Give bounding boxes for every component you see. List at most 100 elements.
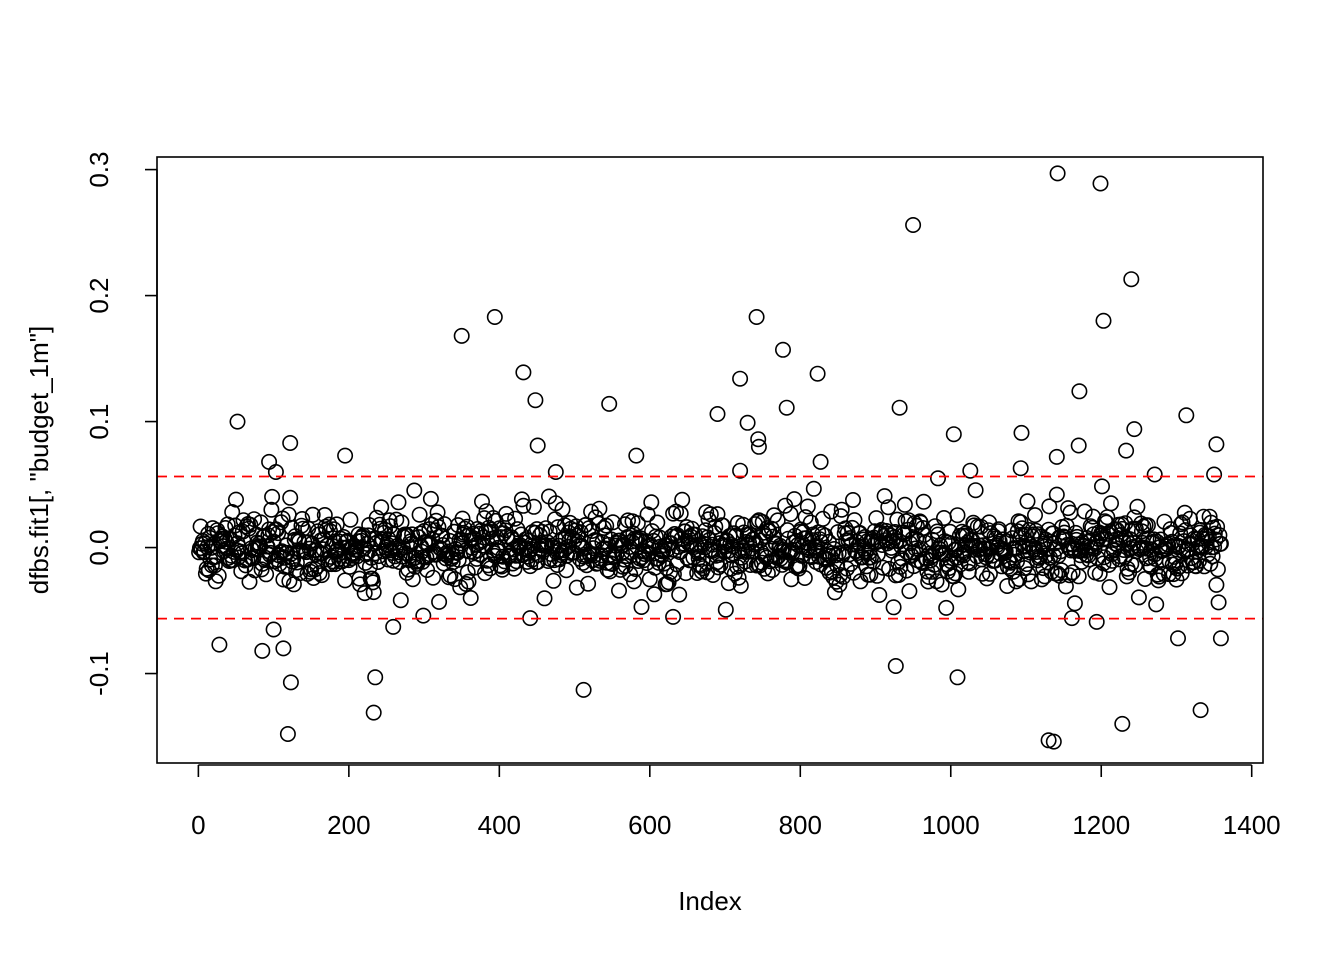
data-point — [625, 573, 642, 590]
data-point — [282, 489, 299, 506]
data-point — [368, 509, 385, 526]
data-point — [932, 537, 949, 554]
y-tick-label: 0.3 — [84, 152, 114, 188]
data-point — [759, 565, 776, 582]
data-point — [263, 501, 280, 518]
x-axis: 0 200 400 600 800 1000 1200 1400 — [191, 764, 1281, 840]
data-point — [509, 521, 526, 538]
data-point — [1048, 486, 1065, 503]
data-point — [967, 482, 984, 499]
data-point — [206, 557, 223, 574]
data-point — [1169, 560, 1186, 577]
data-point — [933, 576, 950, 593]
data-point — [1146, 466, 1163, 483]
data-point — [513, 491, 530, 508]
data-point — [545, 572, 562, 589]
data-point — [1212, 630, 1229, 647]
data-point — [282, 674, 299, 691]
data-point — [610, 582, 627, 599]
data-point — [498, 505, 515, 522]
data-point — [978, 570, 995, 587]
data-point — [674, 491, 691, 508]
data-point — [1129, 498, 1146, 515]
data-point — [1012, 460, 1029, 477]
data-point — [321, 516, 338, 533]
data-point — [270, 525, 287, 542]
data-point — [210, 567, 227, 584]
x-tick-label: 1000 — [922, 810, 980, 840]
data-point — [1201, 508, 1218, 525]
data-point — [229, 413, 246, 430]
x-tick-label: 200 — [327, 810, 370, 840]
data-point — [974, 565, 991, 582]
data-point — [385, 618, 402, 635]
data-point — [629, 515, 646, 532]
data-point — [499, 512, 516, 529]
data-point — [1094, 478, 1111, 495]
data-point — [425, 569, 442, 586]
y-tick-label: 0.2 — [84, 278, 114, 314]
data-point — [905, 217, 922, 234]
data-point — [950, 581, 967, 598]
data-point — [431, 593, 448, 610]
data-point — [926, 556, 943, 573]
plot-frame — [156, 156, 1264, 764]
data-point — [797, 509, 814, 526]
data-point — [279, 725, 296, 742]
x-axis-label: Index — [678, 886, 742, 916]
data-point — [647, 559, 664, 576]
data-point — [782, 505, 799, 522]
data-point — [575, 681, 592, 698]
data-point — [404, 526, 421, 543]
data-point — [1061, 567, 1078, 584]
data-point — [665, 505, 682, 522]
data-point — [1030, 549, 1047, 566]
data-point — [1086, 540, 1103, 557]
data-point — [337, 572, 354, 589]
data-point — [999, 558, 1016, 575]
data-point — [826, 540, 843, 557]
data-point — [889, 511, 906, 528]
data-point — [639, 506, 656, 523]
data-point — [1007, 540, 1024, 557]
data-point — [747, 516, 764, 533]
data-point — [364, 574, 381, 591]
data-point — [809, 365, 826, 382]
data-point — [1208, 436, 1225, 453]
data-point — [580, 575, 597, 592]
data-point — [915, 493, 932, 510]
data-point — [765, 507, 782, 524]
data-point — [1013, 424, 1030, 441]
data-point — [750, 431, 767, 448]
data-point — [1066, 595, 1083, 612]
data-point — [411, 506, 428, 523]
data-point — [874, 559, 891, 576]
data-point — [671, 586, 688, 603]
data-point — [337, 447, 354, 464]
data-point — [1091, 565, 1108, 582]
data-point — [628, 447, 645, 464]
data-point — [1092, 175, 1109, 192]
x-tick-label: 0 — [191, 810, 205, 840]
data-point — [1208, 576, 1225, 593]
data-point — [261, 453, 278, 470]
data-point — [899, 544, 916, 561]
data-point — [730, 569, 747, 586]
data-point — [1020, 566, 1037, 583]
data-point — [506, 560, 523, 577]
data-point — [935, 509, 952, 526]
data-point — [453, 327, 470, 344]
data-point — [774, 341, 791, 358]
data-point — [880, 499, 897, 516]
data-point — [1123, 271, 1140, 288]
data-point — [949, 669, 966, 686]
data-point — [1048, 448, 1065, 465]
x-tick-label: 1400 — [1223, 810, 1281, 840]
data-point — [282, 434, 299, 451]
data-point — [1041, 498, 1058, 515]
data-point — [1019, 493, 1036, 510]
data-point — [258, 566, 275, 583]
data-point — [583, 503, 600, 520]
data-point — [486, 308, 503, 325]
